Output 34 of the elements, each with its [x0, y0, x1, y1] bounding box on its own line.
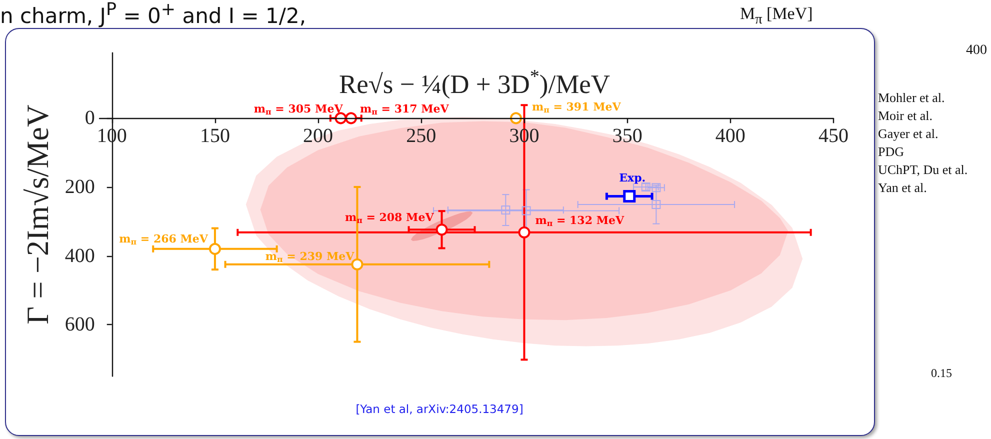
point — [518, 226, 530, 238]
x-tick-label: 200 — [303, 125, 334, 148]
y-tick-label: 0 — [84, 107, 95, 130]
text: M$_{π}$ [MeV] — [740, 4, 813, 28]
text: Moir et al. — [878, 108, 933, 124]
point — [510, 112, 522, 124]
point — [334, 112, 347, 124]
point — [345, 112, 358, 124]
series-label: Exp. — [619, 172, 646, 185]
y-tick-label: 400 — [64, 244, 95, 267]
y-tick-label: 600 — [64, 314, 95, 336]
point — [208, 242, 221, 255]
text: [Yan et al, arXiv:2405.13479] — [356, 402, 524, 416]
text: 0.15 — [931, 366, 952, 381]
x-tick-label: 400 — [715, 125, 746, 148]
text: 400 — [966, 43, 987, 60]
x-tick-label: 250 — [406, 125, 436, 148]
y-axis-title: Γ = −2Im√s/MeV — [20, 104, 55, 324]
point — [652, 200, 661, 210]
text: n charm, J$^{P}$ = 0$^{+}$ and I = 1/2, — [0, 0, 306, 29]
text: Gayer et al. — [878, 126, 938, 142]
text: Mohler et al. — [878, 90, 945, 106]
text: PDG — [878, 144, 904, 160]
x-tick-label: 450 — [818, 125, 848, 148]
point — [522, 206, 531, 216]
point — [436, 224, 448, 236]
x-tick-label: 350 — [612, 125, 642, 148]
x-axis-title: Re√s − ¼(D + 3D*)/MeV — [338, 66, 610, 100]
y-tick-label: 200 — [64, 176, 95, 198]
text: UChPT, Du et al. — [878, 162, 968, 178]
text: Yan et al. — [878, 180, 927, 196]
point — [501, 206, 510, 215]
x-tick-label: 150 — [200, 125, 230, 148]
point — [623, 190, 636, 203]
